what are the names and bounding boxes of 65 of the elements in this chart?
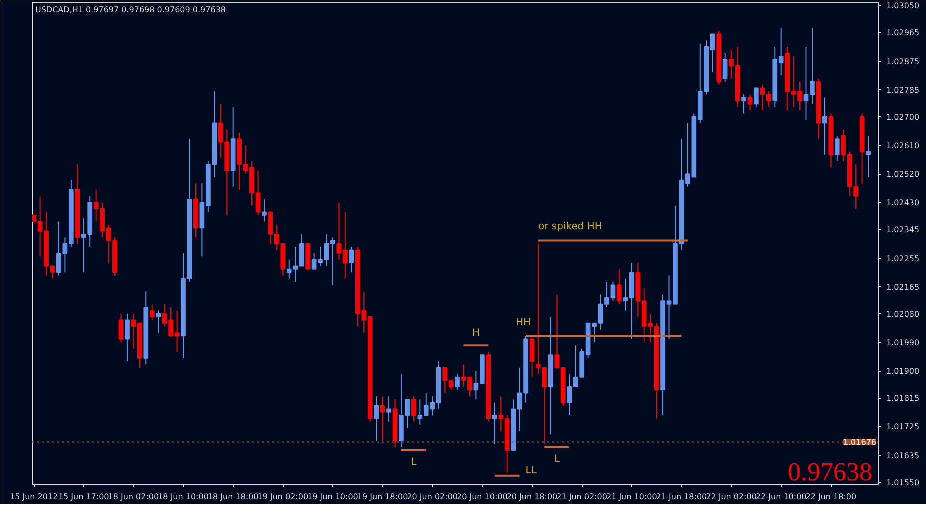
y-tick-label: 1.02165 — [886, 282, 920, 292]
y-tick-label: 1.01635 — [886, 451, 920, 460]
candlestick — [380, 396, 386, 442]
x-tick-label: 18 Jun 10:00 — [158, 492, 209, 502]
x-tick-label: 15 Jun 17:00 — [58, 492, 110, 502]
x-tick-label: 22 Jun 10:00 — [756, 492, 807, 502]
y-tick-label: 1.02610 — [886, 141, 920, 150]
y-tick-label: 1.03050 — [886, 2, 920, 11]
ref-line-label: 1.01676 — [843, 438, 877, 448]
x-tick-label: 21 Jun 18:00 — [656, 492, 708, 502]
candlestick — [349, 246, 354, 274]
y-tick-label: 1.02785 — [886, 86, 920, 95]
candlestick — [822, 97, 828, 156]
x-tick-label: 22 Jun 02:00 — [706, 492, 757, 502]
annotation: 0.97638 — [788, 458, 872, 486]
chart-title: USDCAD,H1 0.97697 0.97698 0.97609 0.97638 — [36, 6, 226, 14]
candlestick — [742, 94, 746, 114]
x-tick-label: 19 Jun 02:00 — [258, 492, 309, 502]
candlestick — [150, 304, 155, 321]
candlestick — [118, 313, 124, 343]
series-label: L — [411, 457, 418, 468]
x-tick-label: 20 Jun 10:00 — [457, 492, 508, 502]
candlestick — [455, 374, 460, 391]
candlestick — [834, 135, 840, 162]
series-label: HH — [516, 318, 532, 329]
y-tick-label: 1.02430 — [886, 198, 920, 208]
y-tick-label: 1.02875 — [886, 57, 920, 66]
y-tick-label: 1.02255 — [886, 254, 920, 264]
x-tick-label: 19 Jun 18:00 — [357, 492, 408, 502]
x-tick-label: 22 Jun 18:00 — [806, 492, 857, 502]
candlestick — [617, 268, 622, 305]
y-tick-label: 1.01815 — [886, 394, 920, 404]
x-tick-label: 15 Jun 2012 — [10, 492, 58, 502]
series-label: H — [472, 328, 480, 340]
y-tick-label: 1.02965 — [886, 28, 920, 38]
y-tick-label: 1.01725 — [886, 422, 920, 432]
y-tick-label: 1.01990 — [886, 338, 920, 348]
candlestick — [748, 94, 753, 112]
series-label: or spiked HH — [538, 221, 602, 232]
candlestick — [866, 135, 871, 178]
candlestick — [754, 88, 759, 108]
x-tick-label: 18 Jun 02:00 — [108, 492, 160, 502]
y-tick-label: 1.02080 — [886, 310, 920, 319]
x-tick-label: 20 Jun 02:00 — [407, 492, 458, 502]
candlestick — [530, 338, 535, 378]
x-tick-label: 20 Jun 18:00 — [506, 492, 558, 502]
y-tick-label: 1.02700 — [886, 112, 920, 122]
candlestick — [156, 310, 162, 334]
candlestick — [386, 396, 392, 422]
candlestick — [125, 313, 130, 362]
y-tick-label: 1.01900 — [886, 367, 920, 376]
candlestick — [374, 396, 379, 442]
series-label: LL — [526, 465, 538, 476]
y-tick-label: 1.02345 — [886, 226, 920, 235]
y-tick-label: 1.01550 — [886, 478, 920, 488]
x-tick-label: 18 Jun 18:00 — [208, 492, 259, 502]
candlestick — [492, 402, 498, 445]
series-label: L — [554, 454, 560, 465]
x-tick-label: 21 Jun 10:00 — [606, 492, 658, 502]
candlestick — [722, 52, 728, 82]
x-tick-label: 19 Jun 10:00 — [308, 492, 358, 502]
candlestick — [262, 198, 267, 222]
y-tick-label: 1.02520 — [886, 170, 920, 180]
candlestick — [412, 396, 416, 422]
x-tick-label: 21 Jun 02:00 — [556, 492, 608, 502]
